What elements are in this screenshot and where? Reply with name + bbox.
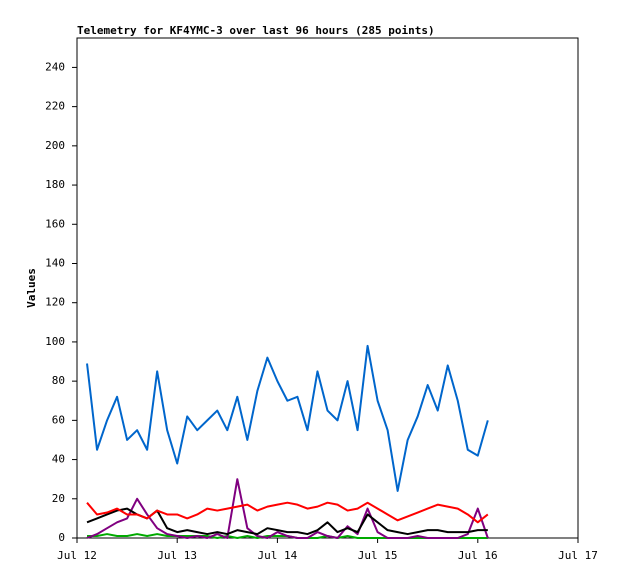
y-tick-label: 180: [45, 178, 65, 191]
y-tick-label: 40: [52, 453, 65, 466]
series-line: [86, 501, 489, 524]
y-tick-label: 240: [45, 60, 65, 73]
x-tick-label: Jul 17: [558, 549, 598, 562]
y-tick-label: 20: [52, 492, 65, 505]
y-tick-label: 200: [45, 139, 65, 152]
x-tick-label: Jul 16: [458, 549, 498, 562]
series-line: [86, 507, 488, 536]
series-line: [86, 344, 489, 492]
x-tick-label: Jul 14: [258, 549, 298, 562]
y-tick-label: 80: [52, 374, 65, 387]
y-tick-label: 60: [52, 413, 65, 426]
chart-title: Telemetry for KF4YMC-3 over last 96 hour…: [77, 24, 435, 37]
y-axis-label: Values: [25, 268, 38, 308]
series-line: [86, 478, 489, 539]
x-tick-label: Jul 12: [57, 549, 97, 562]
x-tick-label: Jul 13: [157, 549, 197, 562]
y-tick-label: 100: [45, 335, 65, 348]
y-tick-label: 0: [58, 531, 65, 544]
plot-frame: [76, 37, 579, 539]
y-tick-label: 120: [45, 296, 65, 309]
y-tick-label: 220: [45, 100, 65, 113]
y-tick-label: 140: [45, 256, 65, 269]
x-tick-label: Jul 15: [358, 549, 398, 562]
y-tick-label: 160: [45, 217, 65, 230]
